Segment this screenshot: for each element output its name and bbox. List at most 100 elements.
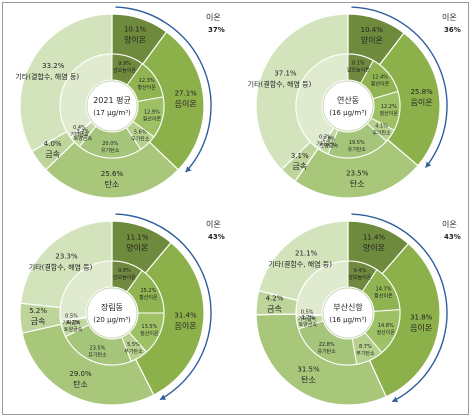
outer-slice-percent: 11.1% bbox=[126, 233, 149, 241]
ion-arrow-label: 이온 bbox=[442, 219, 457, 229]
inner-slice-label: 질산이온 bbox=[377, 329, 396, 336]
center-hole bbox=[322, 287, 374, 339]
inner-slice-label: 유기탄소 bbox=[317, 348, 336, 355]
inner-slice-label: 황산이온 bbox=[137, 84, 156, 91]
outer-slice-label: 기타(결합수, 해염 등) bbox=[15, 72, 79, 81]
inner-slice-percent: 20.0% bbox=[102, 141, 118, 147]
outer-slice-percent: 4.0% bbox=[44, 140, 62, 148]
outer-slice-label: 금속 bbox=[31, 317, 46, 326]
ion-total-percent: 37% bbox=[208, 26, 225, 34]
inner-slice-8 bbox=[59, 53, 113, 138]
inner-slice-label: 토양금속 bbox=[74, 135, 93, 142]
inner-slice-8 bbox=[59, 260, 113, 322]
center-hole bbox=[86, 287, 138, 339]
outer-slice-label: 양이온 bbox=[126, 242, 148, 252]
outer-slice-label: 음이온 bbox=[175, 99, 197, 109]
outer-slice-label: 기타(결합수, 해염 등) bbox=[29, 262, 93, 271]
inner-slice-label: 질산이온 bbox=[140, 330, 159, 337]
outer-slice-label: 양이온 bbox=[124, 35, 146, 45]
inner-slice-label: 기타금속 bbox=[70, 131, 89, 138]
inner-slice-percent: 8.7% bbox=[359, 344, 372, 350]
inner-slice-label: 토양금속 bbox=[320, 142, 339, 149]
outer-slice-percent: 29.0% bbox=[69, 370, 92, 378]
inner-slice-label: 암모늄이온 bbox=[347, 66, 370, 73]
outer-slice-label: 금속 bbox=[267, 305, 282, 314]
inner-slice-percent: 0.4% bbox=[73, 125, 86, 131]
outer-slice-percent: 4.2% bbox=[266, 295, 284, 303]
ion-arrow-head bbox=[425, 161, 432, 168]
inner-slice-label: 질산이온 bbox=[143, 115, 162, 122]
ion-total-percent: 43% bbox=[444, 233, 461, 241]
outer-slice-percent: 31.4% bbox=[174, 311, 197, 319]
inner-slice-percent: 2.8% bbox=[323, 136, 336, 142]
outer-slice-percent: 23.5% bbox=[346, 169, 369, 177]
ion-arrow bbox=[115, 6, 212, 173]
inner-slice-8 bbox=[295, 260, 349, 317]
center-label: 연산동 bbox=[337, 95, 359, 105]
donut-chart-2 bbox=[255, 6, 448, 199]
outer-slice-percent: 23.3% bbox=[55, 252, 78, 260]
ion-arrow bbox=[351, 213, 448, 403]
inner-slice-8 bbox=[295, 53, 349, 150]
ion-arrow-head bbox=[159, 394, 166, 400]
center-sublabel: (16 μg/m³) bbox=[329, 109, 367, 117]
inner-slice-label: 암모늄이온 bbox=[113, 274, 136, 281]
inner-slice-percent: 19.5% bbox=[349, 140, 365, 146]
inner-slice-percent: 9.9% bbox=[118, 61, 131, 67]
inner-slice-percent: 3.7% bbox=[77, 129, 90, 135]
outer-slice-percent: 31.8% bbox=[410, 314, 433, 322]
inner-slice-label: 황산이온 bbox=[374, 293, 393, 300]
ion-arrow bbox=[115, 213, 212, 401]
inner-slice-label: 토양금속 bbox=[299, 321, 318, 328]
inner-slice-percent: 13.5% bbox=[141, 324, 157, 330]
inner-slice-label: 황산이온 bbox=[371, 80, 390, 87]
donut-chart-4 bbox=[255, 213, 448, 406]
inner-slice-percent: 5.6% bbox=[134, 130, 147, 136]
inner-slice-percent: 9.8% bbox=[118, 268, 131, 274]
center-sublabel: (16 μg/m³) bbox=[329, 316, 367, 324]
outer-slice-label: 탄소 bbox=[350, 178, 365, 188]
outer-slice-percent: 3.1% bbox=[291, 152, 309, 160]
outer-slice-label: 음이온 bbox=[410, 323, 432, 333]
ion-arrow-label: 이온 bbox=[206, 219, 221, 229]
outer-slice-percent: 10.1% bbox=[124, 26, 147, 34]
outer-slice-percent: 31.5% bbox=[297, 366, 320, 374]
inner-slice-label: 암모늄이온 bbox=[348, 274, 371, 281]
outer-slice-label: 금속 bbox=[45, 150, 60, 159]
outer-slice-label: 금속 bbox=[292, 162, 307, 171]
outer-slice-percent: 10.4% bbox=[361, 26, 384, 34]
inner-slice-label: 무기탄소 bbox=[124, 348, 143, 355]
inner-slice-percent: 15.2% bbox=[140, 288, 156, 294]
inner-slice-label: 황산이온 bbox=[139, 294, 158, 301]
outer-slice-label: 음이온 bbox=[411, 97, 433, 107]
ion-arrow-head bbox=[392, 396, 399, 403]
ion-arrow-label: 이온 bbox=[206, 12, 221, 22]
inner-slice-percent: 12.3% bbox=[139, 78, 155, 84]
ion-arrow bbox=[351, 6, 448, 168]
inner-slice-percent: 3.7% bbox=[301, 315, 314, 321]
inner-slice-label: 무기탄소 bbox=[131, 136, 150, 143]
inner-slice-percent: 4.7% bbox=[67, 320, 80, 326]
outer-slice-percent: 21.1% bbox=[295, 249, 318, 257]
outer-slice-percent: 37.1% bbox=[274, 69, 297, 77]
ion-arrow-head bbox=[185, 166, 192, 173]
center-label: 2021 평균 bbox=[93, 95, 131, 105]
center-hole bbox=[86, 80, 138, 132]
inner-slice-percent: 0.3% bbox=[319, 134, 332, 140]
inner-slice-label: 암모늄이온 bbox=[113, 67, 136, 74]
inner-slice-label: 기타금속 bbox=[62, 320, 81, 327]
inner-slice-percent: 9.4% bbox=[354, 268, 367, 274]
inner-slice-percent: 14.7% bbox=[376, 287, 392, 293]
inner-slice-percent: 23.5% bbox=[90, 345, 106, 351]
inner-slice-percent: 5.5% bbox=[127, 342, 140, 348]
center-label: 부산신항 bbox=[333, 302, 363, 312]
inner-slice-percent: 0.5% bbox=[65, 314, 78, 320]
ion-total-percent: 43% bbox=[208, 233, 225, 241]
center-sublabel: (17 μg/m³) bbox=[93, 109, 131, 117]
outer-slice-percent: 25.6% bbox=[101, 170, 124, 178]
inner-slice-percent: 12.4% bbox=[372, 74, 388, 80]
donut-chart-3 bbox=[19, 213, 212, 406]
outer-slice-label: 양이온 bbox=[361, 35, 383, 45]
inner-slice-percent: 8.1% bbox=[352, 60, 365, 66]
